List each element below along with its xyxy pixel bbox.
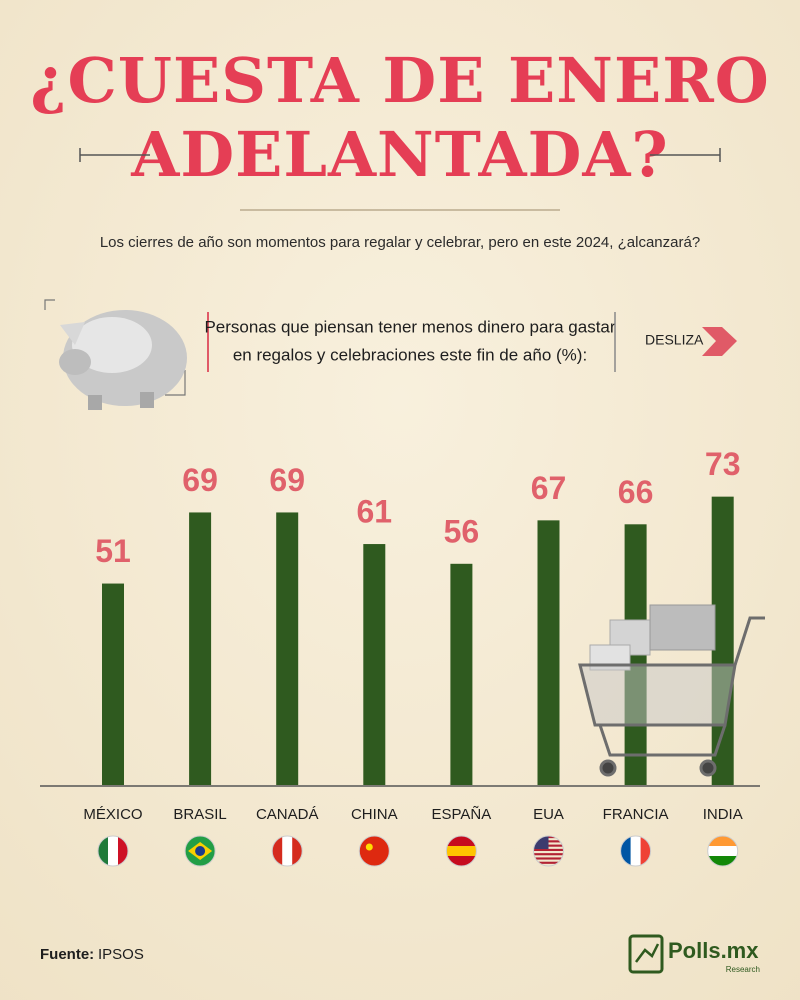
data-label: 69: [269, 462, 305, 498]
title: ¿CUESTA DE ENERO: [30, 44, 770, 117]
logo-icon: [635, 943, 660, 963]
flag-stripe: [533, 853, 564, 856]
bar: [537, 520, 560, 785]
flag-stripe: [533, 848, 564, 851]
brand-sub: Research: [726, 965, 760, 974]
chart-title: Personas que piensan tener menos dinero …: [204, 317, 615, 336]
flag-border: [184, 835, 216, 867]
flag-stripe: [533, 861, 564, 864]
bar: [189, 512, 212, 785]
flag-border: [358, 835, 390, 867]
title-decor: [79, 148, 721, 162]
flag-stripe: [108, 836, 119, 866]
x-tick-label: BRASIL: [173, 806, 226, 823]
flag-border: [271, 835, 303, 867]
flag-stripe: [282, 836, 293, 866]
flag-stripe: [446, 856, 477, 866]
flag: [707, 836, 738, 866]
x-tick-label: EUA: [533, 806, 564, 823]
flag-stripe: [446, 846, 477, 857]
flag-globe: [195, 846, 206, 856]
brand: Polls.mx: [668, 938, 759, 963]
flag-stripe: [272, 836, 283, 866]
flag-field: [359, 836, 390, 866]
data-label: 66: [618, 474, 654, 510]
data-label: 51: [95, 533, 131, 569]
flag: [185, 836, 216, 866]
data-label: 73: [705, 446, 741, 482]
x-tick-label: MÉXICO: [83, 806, 142, 823]
flag-stripe: [707, 836, 738, 847]
flag-border: [445, 835, 477, 867]
flag: [533, 836, 564, 864]
flag-stripe: [118, 836, 128, 866]
flag: [359, 836, 390, 866]
piggy-bank: [44, 299, 187, 410]
flag-stripe: [98, 836, 109, 866]
bar: [450, 563, 473, 785]
flag: [446, 836, 477, 866]
bar: [102, 583, 124, 785]
data-label: 67: [531, 470, 567, 506]
data-label: 69: [182, 462, 218, 498]
flag-border: [707, 835, 739, 867]
bars: 51 MÉXICO 69 BRASIL 69 CANADÁ 61 CHINA 56 ESPAÑA 6…: [83, 446, 743, 867]
flag-stripe: [533, 857, 564, 860]
cart: [578, 604, 765, 777]
flag-stripe: [630, 836, 642, 866]
flag: [272, 836, 303, 866]
data-label: 56: [444, 513, 480, 549]
flag-border: [533, 835, 564, 867]
source: IPSOS: [98, 946, 144, 963]
subtitle: Los cierres de año son momentos para reg…: [100, 234, 700, 251]
x-tick-label: ESPAÑA: [432, 806, 492, 823]
bar: [363, 544, 386, 785]
flag-stripe: [640, 836, 651, 866]
bar: [276, 512, 299, 785]
flag-stripe: [446, 836, 477, 847]
swipe-label[interactable]: DESLIZA: [645, 332, 704, 348]
flag-border: [620, 835, 652, 867]
x-tick-label: INDIA: [703, 806, 743, 823]
flag: [98, 836, 128, 866]
swipe-arrow[interactable]: [702, 327, 737, 356]
flag: [620, 836, 651, 866]
flag-stripe: [707, 856, 738, 866]
data-label: 61: [357, 494, 393, 530]
flag-stripe: [620, 836, 632, 866]
x-tick-label: CHINA: [351, 806, 398, 823]
flag-border: [97, 835, 129, 867]
chart-title: en regalos y celebraciones este fin de a…: [233, 345, 587, 364]
x-tick-label: CANADÁ: [256, 806, 319, 823]
flag-stripe: [707, 846, 738, 857]
logo-icon: [628, 934, 664, 974]
flag-stripe: [292, 836, 303, 866]
x-tick-label: FRANCIA: [603, 806, 669, 823]
source-label: Fuente:: [40, 946, 94, 963]
title: ADELANTADA?: [130, 118, 669, 191]
flag-star: [365, 843, 373, 851]
